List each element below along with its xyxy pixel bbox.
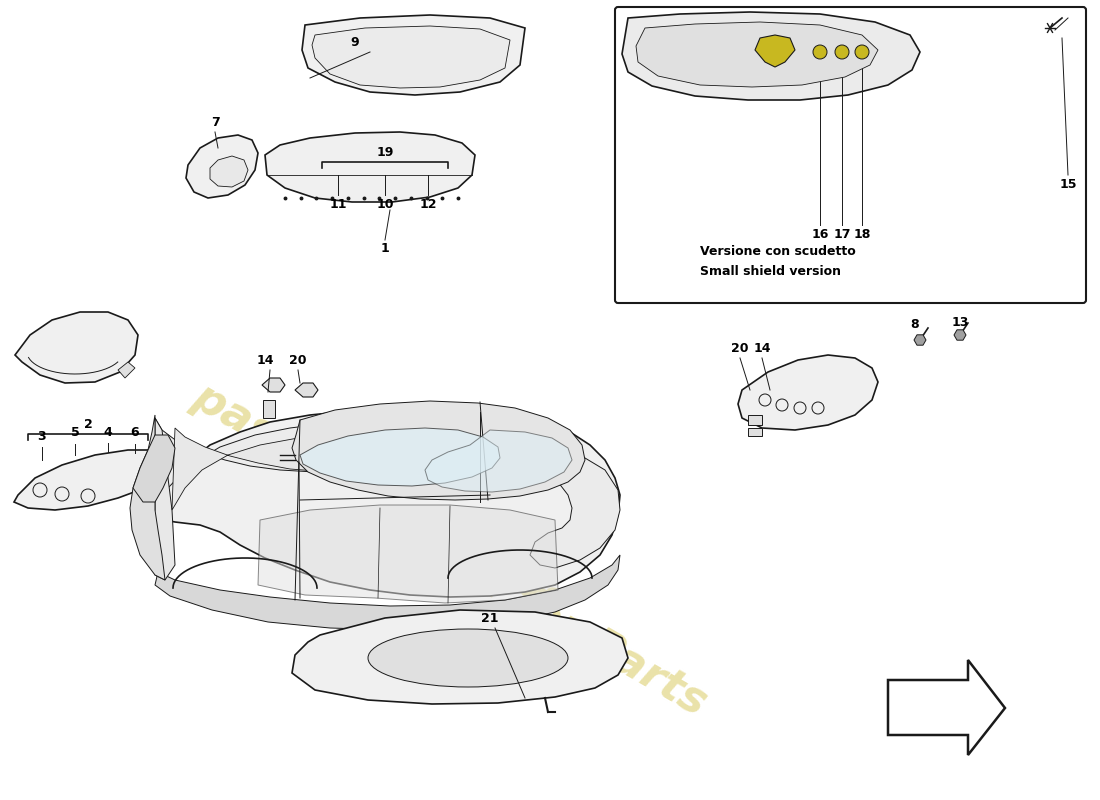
- Text: 13: 13: [952, 315, 969, 329]
- Polygon shape: [888, 660, 1005, 755]
- Polygon shape: [155, 418, 490, 510]
- Text: passion for Parts: passion for Parts: [185, 375, 574, 625]
- Polygon shape: [300, 428, 500, 486]
- Text: 12: 12: [419, 198, 437, 211]
- Text: 5: 5: [70, 426, 79, 439]
- Text: 17: 17: [834, 229, 850, 242]
- Text: 16: 16: [812, 229, 828, 242]
- Text: 9: 9: [351, 35, 360, 49]
- FancyBboxPatch shape: [615, 7, 1086, 303]
- Bar: [748, 415, 762, 425]
- Ellipse shape: [368, 629, 568, 687]
- Text: 4: 4: [103, 426, 112, 439]
- Text: 3: 3: [37, 430, 46, 442]
- Text: 6: 6: [131, 426, 140, 439]
- Text: 14: 14: [754, 342, 771, 354]
- Polygon shape: [954, 330, 966, 340]
- Text: Versione con scudetto: Versione con scudetto: [700, 245, 856, 258]
- Text: 8: 8: [911, 318, 920, 331]
- Text: 7: 7: [210, 115, 219, 129]
- Polygon shape: [155, 408, 620, 597]
- Polygon shape: [292, 610, 628, 704]
- Polygon shape: [14, 450, 162, 510]
- Polygon shape: [262, 378, 285, 392]
- Polygon shape: [210, 156, 248, 187]
- Text: 11: 11: [329, 198, 346, 211]
- Polygon shape: [265, 132, 475, 202]
- Polygon shape: [914, 335, 926, 345]
- Text: 18: 18: [854, 229, 871, 242]
- Text: 2: 2: [84, 418, 92, 430]
- Text: 21: 21: [482, 611, 498, 625]
- Bar: [748, 428, 762, 436]
- Polygon shape: [302, 15, 525, 95]
- Bar: [263, 400, 275, 418]
- Text: 20: 20: [732, 342, 749, 354]
- Text: 20: 20: [289, 354, 307, 366]
- Polygon shape: [155, 555, 620, 630]
- Polygon shape: [755, 35, 795, 67]
- Polygon shape: [636, 22, 878, 87]
- Polygon shape: [258, 505, 558, 603]
- Polygon shape: [425, 430, 572, 492]
- Text: 19: 19: [376, 146, 394, 158]
- Polygon shape: [530, 445, 620, 568]
- Text: passion for Parts: passion for Parts: [326, 475, 715, 725]
- Polygon shape: [295, 383, 318, 397]
- Polygon shape: [133, 435, 175, 502]
- Text: Small shield version: Small shield version: [700, 265, 842, 278]
- Polygon shape: [312, 26, 510, 88]
- Polygon shape: [292, 401, 585, 500]
- Circle shape: [835, 45, 849, 59]
- Circle shape: [855, 45, 869, 59]
- Polygon shape: [148, 418, 175, 580]
- Text: 1: 1: [381, 242, 389, 254]
- Polygon shape: [130, 415, 165, 580]
- Polygon shape: [118, 362, 135, 378]
- Text: 10: 10: [376, 198, 394, 211]
- Polygon shape: [186, 135, 258, 198]
- Polygon shape: [15, 312, 138, 383]
- Circle shape: [813, 45, 827, 59]
- Text: 14: 14: [256, 354, 274, 366]
- Polygon shape: [738, 355, 878, 430]
- Text: 15: 15: [1059, 178, 1077, 191]
- Polygon shape: [621, 12, 920, 100]
- Polygon shape: [172, 428, 482, 510]
